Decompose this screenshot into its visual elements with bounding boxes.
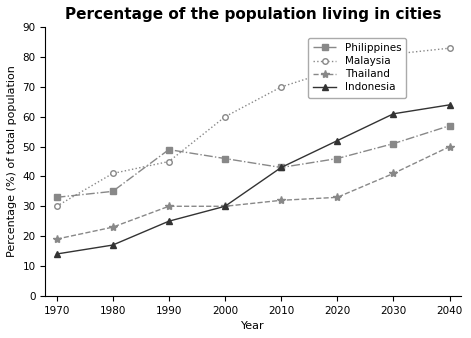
Indonesia — [222, 204, 228, 208]
Philippines — [278, 166, 284, 170]
Indonesia — [166, 219, 172, 223]
Philippines — [222, 156, 228, 161]
Thailand — [222, 204, 228, 208]
Malaysia — [334, 67, 340, 71]
Line: Indonesia: Indonesia — [54, 102, 452, 257]
Line: Philippines: Philippines — [54, 123, 452, 200]
Thailand — [447, 145, 452, 149]
Malaysia — [278, 85, 284, 89]
Malaysia — [110, 171, 115, 175]
Thailand — [334, 195, 340, 199]
Philippines — [54, 195, 59, 199]
Thailand — [166, 204, 172, 208]
Philippines — [390, 142, 396, 146]
Malaysia — [390, 52, 396, 56]
Indonesia — [447, 103, 452, 107]
Philippines — [334, 156, 340, 161]
Malaysia — [447, 46, 452, 50]
Indonesia — [54, 252, 59, 256]
Philippines — [447, 124, 452, 128]
Thailand — [110, 225, 115, 229]
Philippines — [110, 189, 115, 193]
Indonesia — [110, 243, 115, 247]
Malaysia — [166, 160, 172, 164]
Indonesia — [334, 139, 340, 143]
Indonesia — [390, 112, 396, 116]
Indonesia — [278, 166, 284, 170]
Title: Percentage of the population living in cities: Percentage of the population living in c… — [65, 7, 441, 22]
Malaysia — [222, 115, 228, 119]
Philippines — [166, 148, 172, 152]
X-axis label: Year: Year — [241, 321, 265, 331]
Y-axis label: Percentage (%) of total population: Percentage (%) of total population — [7, 66, 17, 258]
Line: Malaysia: Malaysia — [54, 45, 452, 209]
Malaysia — [54, 204, 59, 208]
Line: Thailand: Thailand — [52, 142, 454, 243]
Thailand — [54, 237, 59, 241]
Thailand — [278, 198, 284, 202]
Legend: Philippines, Malaysia, Thailand, Indonesia: Philippines, Malaysia, Thailand, Indones… — [308, 38, 406, 98]
Thailand — [390, 171, 396, 175]
